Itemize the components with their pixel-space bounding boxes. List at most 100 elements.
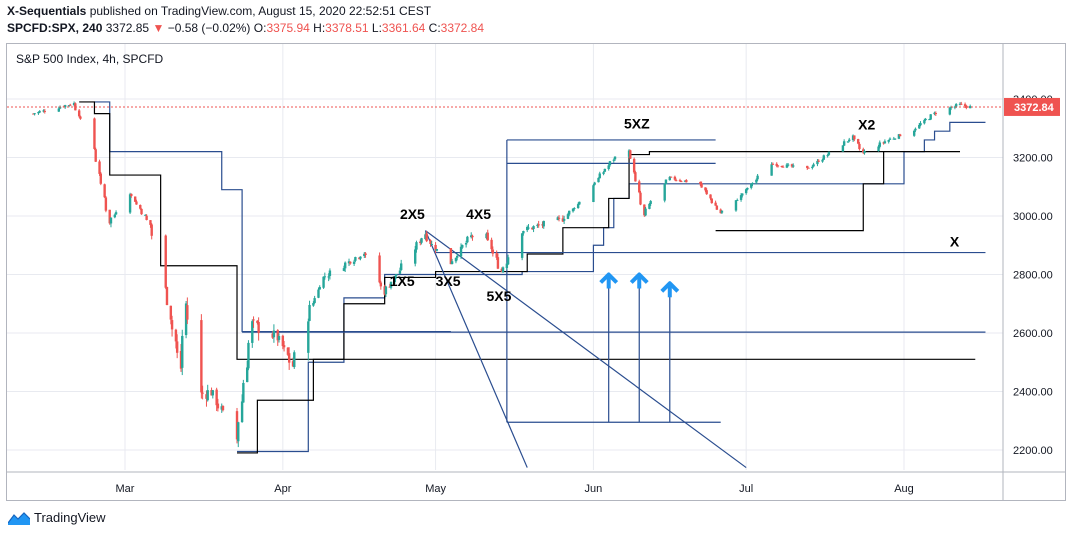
candle-body (953, 106, 957, 108)
candle-body (242, 382, 245, 403)
candle-body (42, 110, 45, 112)
candle-body (888, 138, 892, 140)
candle-body (627, 150, 631, 157)
candle-body (958, 103, 962, 105)
candle-body (639, 192, 642, 205)
candle-body (150, 224, 153, 236)
candle-body (179, 350, 183, 369)
candle-body (531, 227, 534, 230)
candle-body (734, 200, 738, 211)
candle-body (429, 240, 432, 244)
candle-body (821, 159, 824, 162)
candle-body (419, 241, 422, 243)
candle-body (576, 204, 580, 209)
candle-body (33, 113, 36, 115)
candle-body (205, 394, 208, 399)
candle-body (379, 282, 383, 287)
close-label: C: (428, 21, 441, 35)
candle-body (674, 180, 678, 182)
candle-body (785, 164, 789, 168)
candle-body (505, 263, 509, 268)
low-value: 3361.64 (381, 21, 426, 35)
candle-body (414, 249, 417, 264)
candle-body (918, 124, 921, 129)
candle-body (506, 257, 510, 265)
last-price: 3372.85 (105, 21, 150, 35)
candle-body (318, 286, 321, 290)
candle-body (459, 246, 463, 257)
candle-body (343, 262, 347, 269)
candle-body (699, 181, 702, 184)
candle-body (663, 183, 666, 201)
candle-body (877, 146, 880, 152)
candle-body (562, 218, 566, 221)
candle-body (856, 139, 860, 144)
candle-body (750, 183, 753, 188)
candle-body (883, 141, 887, 144)
candle-body (145, 215, 148, 220)
candle-body (912, 130, 916, 136)
candle-body (634, 172, 637, 182)
candle-body (786, 164, 790, 166)
x-tick-label: Apr (274, 483, 291, 495)
black-support-line (79, 101, 976, 360)
candle-body (63, 105, 67, 108)
candle-body (520, 233, 524, 258)
candle-body (924, 118, 927, 120)
candle-body (57, 108, 61, 112)
black-step-line (237, 151, 961, 454)
candle-body (556, 217, 559, 221)
candle-body (130, 193, 133, 197)
candle-body (781, 166, 785, 168)
down-triangle-icon: ▼ (152, 21, 165, 35)
candle-body (67, 105, 71, 107)
tradingview-brand: TradingView (34, 510, 106, 525)
candle-body (113, 214, 117, 218)
candle-body (685, 179, 688, 183)
tradingview-footer[interactable]: TradingView (8, 510, 106, 525)
x-tick-label: Aug (894, 483, 914, 495)
candle-body (612, 159, 615, 161)
candle-body (715, 205, 719, 210)
candle-body (598, 173, 601, 179)
y-tick-label: 2200.00 (1013, 445, 1053, 457)
candle-body (216, 403, 220, 409)
candle-body (741, 193, 744, 196)
author-name[interactable]: X-Sequentials (7, 4, 87, 18)
candle-body (683, 180, 687, 182)
label-5x5: 5X5 (486, 288, 511, 304)
candle-body (252, 319, 255, 321)
candle-body (251, 321, 254, 343)
candle-body (37, 112, 40, 114)
candle-body (668, 176, 671, 181)
candle-body (710, 198, 713, 204)
candle-body (863, 150, 866, 154)
candle-body (398, 270, 402, 274)
candle-body (542, 220, 545, 227)
candle-body (256, 320, 259, 323)
candle-body (897, 134, 901, 139)
candle-body (571, 208, 575, 212)
candle-body (739, 195, 743, 200)
candle-body (593, 182, 596, 185)
candle-body (38, 111, 41, 113)
candle-body (322, 276, 325, 288)
candle-body (287, 353, 291, 363)
pane-title: S&P 500 Index, 4h, SPCFD (16, 52, 164, 66)
candle-body (826, 155, 829, 157)
candle-body (770, 164, 773, 176)
candle-body (342, 268, 346, 271)
candle-body (887, 140, 890, 142)
candle-body (541, 224, 544, 226)
label-4x5: 4X5 (466, 206, 491, 222)
chart-frame[interactable] (6, 43, 1066, 501)
candle-body (450, 261, 454, 264)
candle-body (526, 226, 529, 231)
candle-body (607, 165, 610, 170)
candle-body (649, 201, 652, 204)
candle-body (211, 390, 215, 396)
candle-body (632, 158, 636, 173)
candle-body (349, 261, 352, 264)
price-change: −0.58 (−0.02%) (167, 21, 251, 35)
